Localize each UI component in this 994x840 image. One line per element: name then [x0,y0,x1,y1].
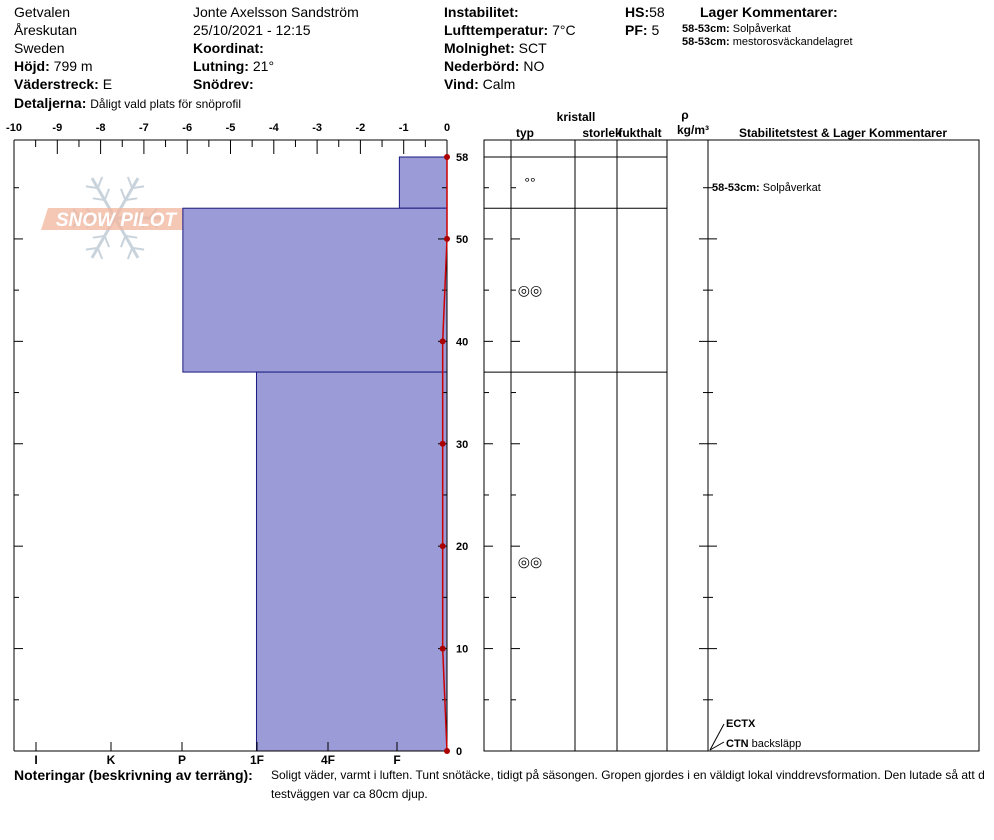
column-header-density: ρ [681,108,688,122]
snowflake-branch [96,247,104,260]
elevation: Höjd: 799 m [14,58,93,74]
snowflake-branch [85,246,98,251]
details: Detaljerna: Dåligt vald plats för snöpro… [14,95,241,111]
temp-tick-label: -5 [226,122,236,134]
snowflake-branch [125,197,138,202]
temp-tick-label: -4 [269,122,280,134]
temp-tick-label: -1 [399,122,409,134]
aspect: Väderstreck: E [14,76,113,92]
stability-comment-range: 58-53cm: [712,182,763,194]
stability-test-ctn: CTN backsläpp [726,738,801,750]
column-header-kristall: kristall [557,110,596,124]
wind-loading: Snödrev: [193,76,254,92]
depth-tick-label: 40 [456,336,468,348]
stability-test-ectx: ECTX [726,718,756,730]
temperature-point [444,748,450,754]
layer-comment: 58-53cm: Solpåverkat [682,23,791,35]
depth-tick-label: 20 [456,541,468,553]
depth-tick-label: 10 [456,644,468,656]
hardness-layer [182,207,448,373]
snowflake-branch [85,185,98,190]
layer-table [483,139,980,752]
temperature-point [439,645,446,652]
hardness-tick-label: F [393,753,400,767]
depth-tick-label: 30 [456,439,468,451]
temp-tick-label: -3 [312,122,322,134]
column-header-typ: typ [516,126,534,140]
column-header-stability: Stabilitetstest & Lager Kommentarer [739,126,947,140]
slope-angle: Lutning: 21° [193,58,275,74]
snow-pilot-logo: SNOW PILOT [41,176,193,260]
depth-tick-label: 50 [456,234,468,246]
stability-layer-comment: 58-53cm: Solpåverkat [712,182,821,194]
temp-tick-label: -8 [96,122,106,134]
snowflake-branch [96,176,104,189]
instability: Instabilitet: [444,4,519,20]
snowflake-branch [126,247,134,260]
snowflake-branch [125,234,138,239]
test-pointer-line [709,723,725,751]
notes-label: Noteringar (beskrivning av terräng): [14,767,253,783]
snowflake-branch [103,235,110,248]
logo-banner [41,208,193,230]
snowflake-branch [103,188,110,201]
coordinates: Koordinat: [193,40,264,56]
stability-test-comment: backsläpp [752,738,802,750]
hardness-tick-label: K [107,753,116,767]
snowflake-branch [120,188,127,201]
penetration-foot: PF: 5 [625,22,660,38]
layer-comment: 58-53cm: mestorosväckandelagret [682,36,853,48]
hardness-layer [398,156,448,209]
hardness-tick-label: I [34,753,37,767]
temperature-point [439,543,446,550]
snowflake-branch [120,235,127,248]
observer-name: Jonte Axelsson Sandström [193,4,359,20]
temp-tick-label: -10 [6,122,22,134]
hardness-tick-label: P [178,753,186,767]
wind: Vind: Calm [444,76,516,92]
crystal-type-symbol: °° [524,175,535,191]
snowflake-branch [132,185,145,190]
crystal-type-symbol: ◎◎ [518,282,542,298]
temp-tick-label: -6 [182,122,192,134]
snow-height: HS:58 [625,4,665,20]
temperature-point [439,338,446,345]
snowflake-branch [126,176,134,189]
stability-comment-text: Solpåverkat [763,182,821,194]
snowflake-branch [92,197,105,202]
stability-test-name: CTN [726,738,752,750]
depth-tick-label: 58 [456,152,468,164]
country-name: Sweden [14,40,65,56]
depth-tick-label: 0 [456,746,462,758]
temperature-point [444,154,450,160]
snowflake-branch [92,234,105,239]
temp-tick-label: -9 [52,122,62,134]
test-pointer-line [709,741,725,751]
column-header-density-unit: kg/m³ [677,123,709,137]
temperature-point [439,440,446,447]
layer-comments-title: Lager Kommentarer: [700,4,838,20]
logo-text: SNOW PILOT [56,210,178,231]
column-header-fukthalt: fukthalt [618,126,661,140]
temp-tick-label: -2 [356,122,366,134]
air-temperature: Lufttemperatur: 7°C [444,22,576,38]
temperature-point [444,235,450,242]
hardness-tick-label: 4F [321,753,335,767]
crystal-type-symbol: ◎◎ [518,554,542,570]
location-name: Getvalen [14,4,71,20]
hardness-tick-label: 1F [250,753,264,767]
notes-line-2: testväggen var ca 80cm djup. [271,787,428,801]
hardness-layer [255,371,448,752]
area-name: Åreskutan [14,22,78,38]
temp-tick-label: 0 [444,122,450,134]
temp-tick-label: -7 [139,122,149,134]
precipitation: Nederbörd: NO [444,58,545,74]
observation-datetime: 25/10/2021 - 12:15 [193,22,311,38]
notes-line-1: Soligt väder, varmt i luften. Tunt snötä… [271,768,985,782]
snowflake-branch [132,246,145,251]
sky-cover: Molnighet: SCT [444,40,547,56]
column-header-storlek: storlek [582,126,622,140]
